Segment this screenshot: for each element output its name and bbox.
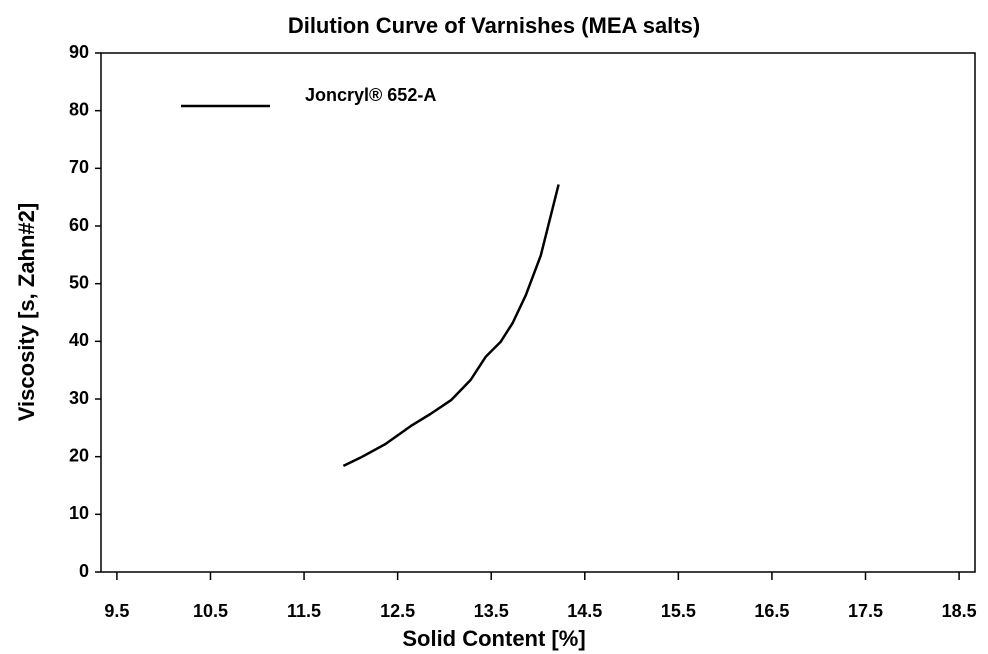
x-tick-label: 15.5 xyxy=(661,601,696,621)
y-tick-label: 60 xyxy=(69,215,89,235)
y-tick-label: 0 xyxy=(79,561,89,581)
plot-frame xyxy=(100,52,976,573)
y-tick-label: 80 xyxy=(69,99,89,119)
y-tick-label: 70 xyxy=(69,157,89,177)
y-tick-label: 90 xyxy=(69,42,89,62)
data-line xyxy=(342,184,560,468)
y-axis-label: Viscosity [s, Zahn#2] xyxy=(14,203,39,421)
x-tick-label: 12.5 xyxy=(380,601,415,621)
y-tick-label: 10 xyxy=(69,503,89,523)
x-tick-label: 11.5 xyxy=(287,601,321,621)
y-tick-label: 40 xyxy=(69,330,89,350)
x-tick-label: 17.5 xyxy=(848,601,883,621)
x-tick-label: 14.5 xyxy=(567,601,602,621)
y-tick-label: 30 xyxy=(69,388,89,408)
legend-label: Joncryl® 652-A xyxy=(305,85,436,105)
chart-title: Dilution Curve of Varnishes (MEA salts) xyxy=(288,13,700,38)
x-tick-label: 9.5 xyxy=(104,601,129,621)
x-tick-label: 18.5 xyxy=(942,601,977,621)
x-tick-label: 13.5 xyxy=(474,601,509,621)
y-tick-label: 50 xyxy=(69,272,89,292)
y-tick-label: 20 xyxy=(69,445,89,465)
x-tick-label: 16.5 xyxy=(754,601,789,621)
x-tick-label: 10.5 xyxy=(193,601,228,621)
x-axis-label: Solid Content [%] xyxy=(402,626,585,651)
